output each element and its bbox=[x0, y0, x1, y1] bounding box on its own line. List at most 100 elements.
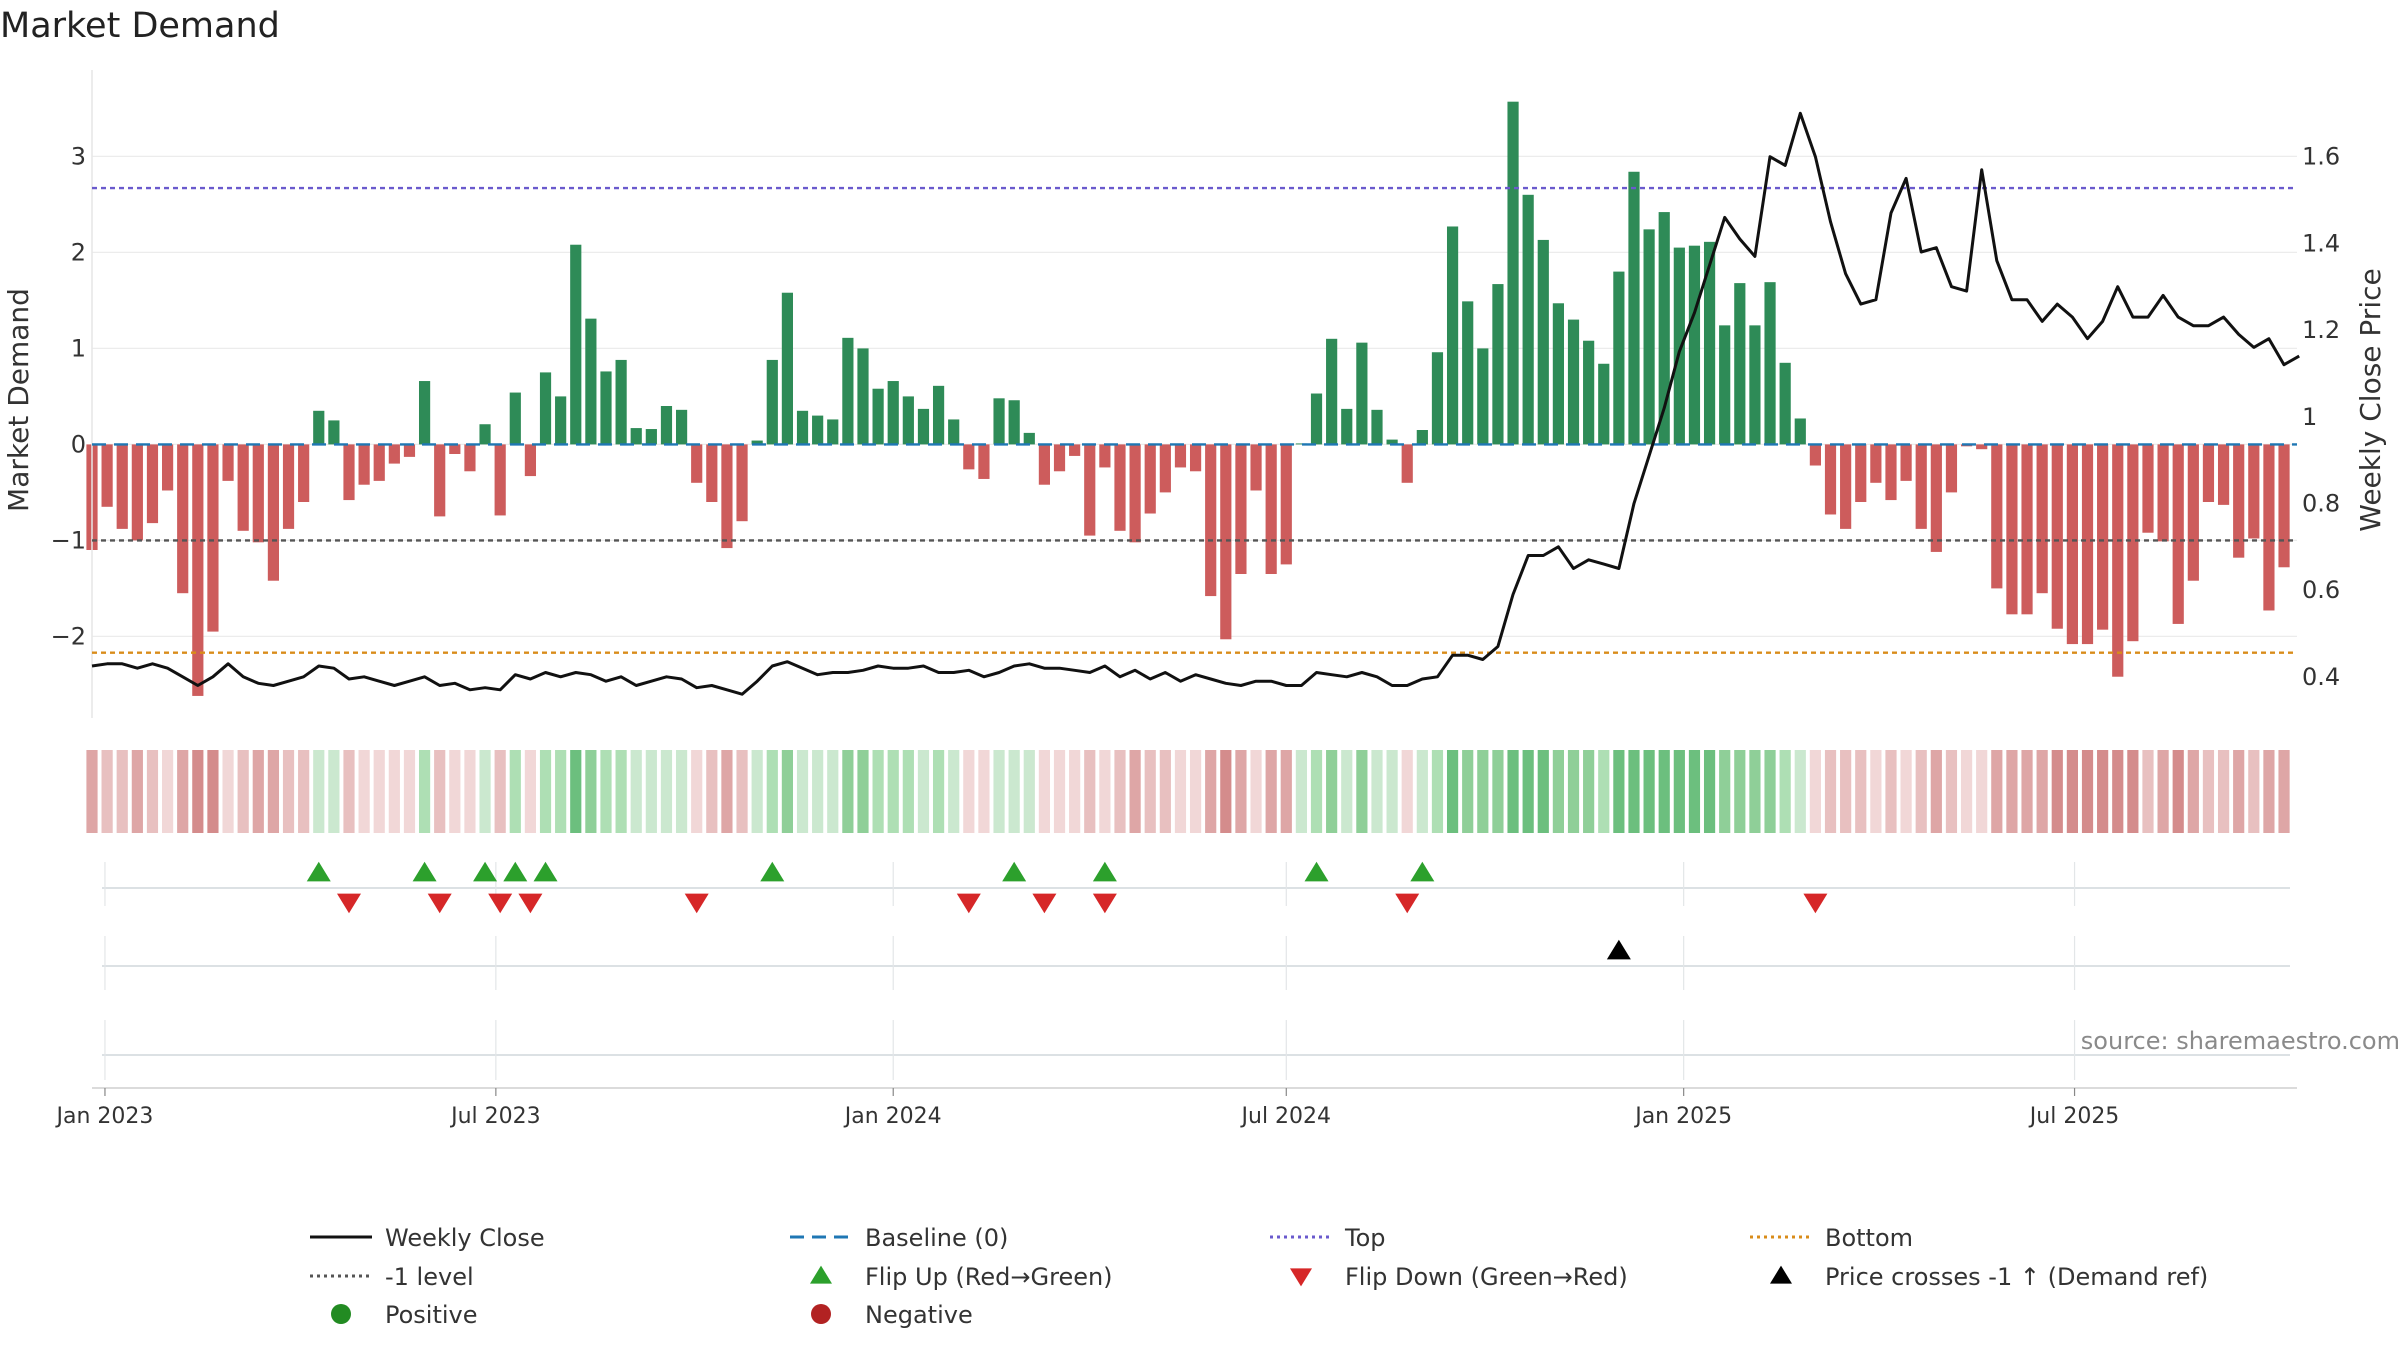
strength-cell bbox=[1673, 750, 1685, 833]
strength-cell bbox=[1401, 750, 1413, 833]
legend-label: Baseline (0) bbox=[865, 1224, 1008, 1252]
negative-demand-bar bbox=[1976, 444, 1988, 450]
strength-cell bbox=[282, 750, 295, 833]
negative-demand-bar bbox=[2233, 444, 2245, 558]
positive-demand-bar bbox=[1446, 226, 1459, 445]
negative-demand-bar bbox=[1885, 444, 1897, 501]
strength-cell bbox=[1537, 750, 1549, 833]
strength-cell bbox=[222, 750, 234, 833]
positive-demand-bar bbox=[1477, 348, 1489, 445]
negative-demand-bar bbox=[1114, 444, 1126, 531]
positive-demand-bar bbox=[1326, 338, 1338, 445]
negative-demand-bar bbox=[1824, 444, 1837, 515]
y2-tick-label: 0.4 bbox=[2302, 663, 2340, 691]
flip-up-marker bbox=[533, 861, 558, 882]
strength-cell bbox=[691, 750, 703, 833]
negative-demand-bar bbox=[1038, 444, 1050, 485]
negative-demand-bar bbox=[736, 444, 748, 522]
strength-cell bbox=[313, 750, 325, 833]
positive-demand-bar bbox=[645, 429, 657, 445]
strength-strip bbox=[86, 750, 2290, 833]
strength-cell bbox=[177, 750, 189, 833]
legend-item-price-cross: Price crosses -1 ↑ (Demand ref) bbox=[1770, 1263, 2208, 1291]
strength-cell bbox=[555, 750, 567, 833]
legend-item-negative: Negative bbox=[811, 1301, 973, 1329]
negative-demand-bar bbox=[963, 444, 975, 470]
flip-up-marker bbox=[503, 861, 528, 882]
legend-label: Flip Up (Red→Green) bbox=[865, 1263, 1113, 1291]
positive-demand-bar bbox=[1673, 247, 1685, 445]
positive-demand-bar bbox=[1734, 283, 1746, 445]
y2-tick-label: 1.6 bbox=[2302, 143, 2340, 171]
strength-cell bbox=[2202, 750, 2215, 833]
flip-down-marker bbox=[684, 893, 709, 914]
y2-axis-label: Weekly Close Price bbox=[2354, 268, 2387, 531]
strength-cell bbox=[2112, 750, 2124, 833]
legend-item-bottom: Bottom bbox=[1750, 1224, 1913, 1252]
positive-demand-bar bbox=[509, 392, 521, 445]
legend-item-top: Top bbox=[1270, 1224, 1386, 1252]
strength-cell bbox=[615, 750, 627, 833]
strength-cell bbox=[1492, 750, 1504, 833]
y2-tick-label: 1.4 bbox=[2302, 229, 2340, 257]
positive-demand-bar bbox=[948, 419, 960, 445]
positive-demand-bar bbox=[1341, 408, 1353, 445]
negative-demand-bar bbox=[146, 444, 159, 524]
positive-demand-bar bbox=[1749, 325, 1761, 445]
positive-demand-bar bbox=[1703, 241, 1716, 445]
negative-demand-bar bbox=[1235, 444, 1247, 574]
strength-cell bbox=[781, 750, 793, 833]
positive-demand-bar bbox=[1583, 340, 1595, 445]
strength-cell bbox=[978, 750, 990, 833]
y2-tick-label: 0.8 bbox=[2302, 489, 2340, 517]
positive-demand-bar bbox=[1008, 400, 1020, 445]
positive-demand-bar bbox=[1658, 212, 1670, 445]
positive-demand-bar bbox=[1643, 229, 1655, 445]
negative-demand-bar bbox=[373, 444, 385, 481]
strength-cell bbox=[418, 750, 431, 833]
strength-cell bbox=[1431, 750, 1444, 833]
negative-demand-bar bbox=[2157, 444, 2169, 542]
strength-cell bbox=[2278, 750, 2290, 833]
strength-cell bbox=[1144, 750, 1156, 833]
strength-cell bbox=[403, 750, 416, 833]
positive-demand-bar bbox=[585, 318, 597, 445]
strength-cell bbox=[1764, 750, 1776, 833]
positive-demand-bar bbox=[630, 428, 642, 445]
flip-up-marker bbox=[473, 861, 498, 882]
positive-demand-bar bbox=[1522, 194, 1534, 445]
negative-demand-bar bbox=[434, 444, 446, 517]
positive-demand-bar bbox=[1794, 418, 1806, 445]
strength-cell bbox=[917, 750, 930, 833]
flip-down-marker bbox=[1803, 893, 1828, 914]
price-cross-marker bbox=[1606, 939, 1631, 960]
flip-down-marker bbox=[1092, 893, 1117, 914]
negative-demand-bar bbox=[1280, 444, 1292, 565]
strength-cell bbox=[1734, 750, 1746, 833]
strength-cell bbox=[388, 750, 400, 833]
positive-demand-bar bbox=[1628, 171, 1640, 445]
negative-demand-bar bbox=[101, 444, 113, 507]
legend-label: Bottom bbox=[1825, 1224, 1913, 1252]
positive-demand-bar bbox=[1356, 342, 1368, 445]
y-tick-label: 2 bbox=[71, 238, 86, 266]
positive-demand-bar bbox=[675, 409, 688, 445]
strength-cell bbox=[2263, 750, 2275, 833]
strength-cell bbox=[585, 750, 597, 833]
strength-cell bbox=[1991, 750, 2003, 833]
negative-demand-bar bbox=[298, 444, 310, 502]
strength-cell bbox=[2081, 750, 2094, 833]
strength-cell bbox=[358, 750, 370, 833]
strength-cell bbox=[1658, 750, 1670, 833]
positive-demand-bar bbox=[1431, 352, 1444, 445]
negative-demand-bar bbox=[282, 444, 295, 529]
legend-label: Weekly Close bbox=[385, 1224, 545, 1252]
negative-demand-bar bbox=[706, 444, 718, 502]
strength-cell bbox=[1477, 750, 1489, 833]
negative-demand-bar bbox=[267, 444, 280, 581]
positive-demand-bar bbox=[600, 371, 612, 445]
strength-cell bbox=[675, 750, 688, 833]
strength-cell bbox=[1703, 750, 1716, 833]
x-tick-label: Jul 2023 bbox=[449, 1104, 541, 1129]
strength-cell bbox=[1371, 750, 1383, 833]
